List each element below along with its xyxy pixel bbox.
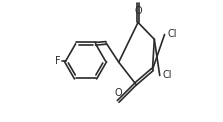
Text: O: O	[134, 6, 142, 16]
Text: Cl: Cl	[167, 30, 177, 39]
Text: O: O	[114, 88, 122, 98]
Text: Cl: Cl	[163, 71, 172, 81]
Text: F: F	[56, 56, 61, 66]
